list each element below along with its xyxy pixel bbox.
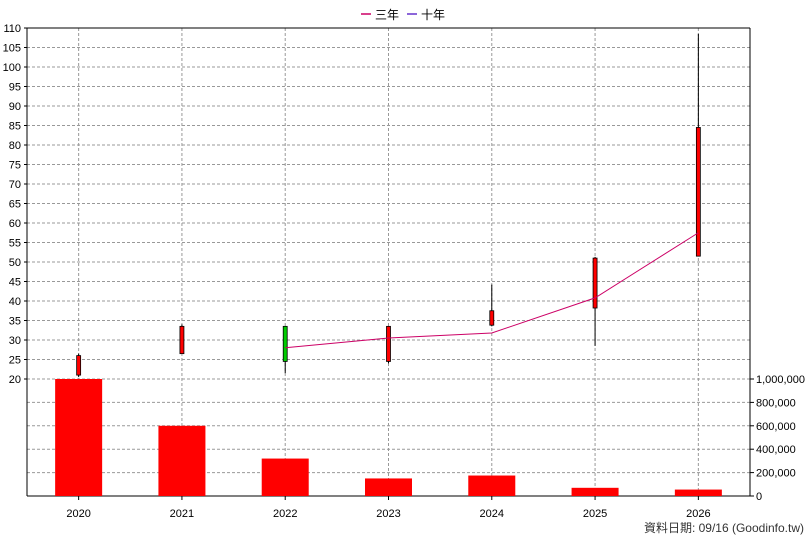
x-tick-label: 2022: [273, 508, 297, 520]
candle-body: [489, 310, 495, 326]
volume-tick-label: 0: [756, 491, 762, 503]
volume-bar: [158, 425, 206, 496]
candle-body: [386, 325, 391, 362]
price-tick-label: 30: [9, 335, 21, 347]
candle-body: [282, 325, 288, 362]
volume-tick-label: 800,000: [756, 397, 796, 409]
price-tick-label: 45: [9, 277, 21, 289]
volume-tick-label: 600,000: [756, 421, 796, 433]
candle-body: [695, 127, 701, 257]
x-tick-label: 2024: [480, 508, 504, 520]
price-tick-label: 70: [9, 179, 21, 191]
price-tick-label: 25: [9, 355, 21, 367]
price-tick-label: 80: [9, 140, 21, 152]
price-tick-label: 95: [9, 82, 21, 94]
candle-body: [179, 325, 185, 355]
volume-bar: [468, 475, 516, 496]
data-date-footer: 資料日期: 09/16 (Goodinfo.tw): [643, 521, 804, 535]
price-tick-label: 50: [9, 257, 21, 269]
price-tick-label: 110: [3, 23, 21, 35]
x-tick-label: 2026: [686, 508, 710, 520]
volume-bar: [674, 489, 722, 496]
volume-bar: [571, 487, 619, 496]
legend-label: 十年: [421, 8, 445, 22]
volume-bar: [55, 379, 103, 496]
price-tick-label: 100: [3, 62, 21, 74]
series-line-三年: [285, 232, 699, 349]
price-tick-label: 40: [9, 296, 21, 308]
price-tick-label: 90: [9, 101, 21, 113]
price-tick-label: 85: [9, 121, 21, 133]
volume-tick-label: 200,000: [756, 468, 796, 480]
volume-tick-label: 1,000,000: [756, 374, 805, 386]
x-tick-label: 2021: [170, 508, 194, 520]
price-tick-label: 75: [9, 160, 21, 172]
price-tick-label: 60: [9, 218, 21, 230]
legend-label: 三年: [375, 8, 399, 22]
price-tick-label: 20: [9, 374, 21, 386]
price-tick-label: 55: [9, 238, 21, 250]
price-tick-label: 105: [3, 43, 21, 55]
volume-bar: [365, 478, 412, 496]
candle-body: [592, 257, 598, 309]
x-tick-label: 2020: [66, 508, 90, 520]
x-tick-label: 2023: [376, 508, 400, 520]
candle-body: [76, 355, 82, 376]
volume-tick-label: 400,000: [756, 444, 796, 456]
x-tick-label: 2025: [583, 508, 607, 520]
volume-bar: [261, 458, 309, 496]
price-tick-label: 35: [9, 316, 21, 328]
price-tick-label: 65: [9, 199, 21, 211]
